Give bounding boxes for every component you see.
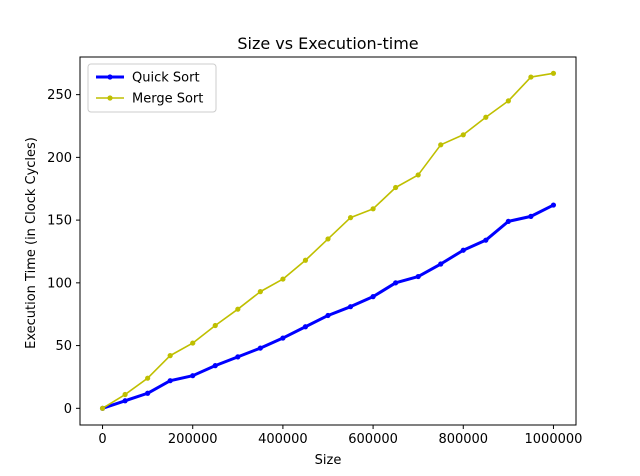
x-tick-label-5: 1000000 [525,432,583,447]
axes-frame [79,56,577,426]
data-point-1-16 [460,132,466,138]
legend-marker-1 [107,95,113,101]
data-point-0-15 [438,261,444,267]
data-point-1-15 [438,142,444,148]
y-axis-label: Execution Time (in Clock Cycles) [24,137,39,349]
axes-layer: 0 200000 400000 600000 800000 1000000 0 50 100 15… [47,56,583,447]
data-point-1-2 [145,375,151,381]
data-point-1-9 [302,257,309,263]
y-tick-label-2: 100 [47,276,72,291]
data-point-0-8 [280,335,286,341]
x-axis-label: Size [315,453,342,468]
data-point-0-14 [415,273,421,280]
data-point-0-18 [505,218,511,224]
data-point-1-3 [167,353,173,359]
data-point-0-3 [167,378,173,384]
data-point-1-0 [99,405,106,411]
data-point-1-8 [280,276,286,282]
chart-title: Size vs Execution-time [237,34,418,53]
data-point-0-10 [325,312,331,319]
data-point-1-10 [325,236,331,242]
data-point-1-20 [550,70,557,76]
y-tick-label-3: 150 [47,214,72,229]
data-point-0-16 [460,247,466,253]
data-point-1-18 [505,98,511,104]
data-point-0-11 [347,304,354,310]
legend-label-1: Merge Sort [132,92,203,107]
data-point-1-13 [393,184,399,191]
legend: Quick Sort Merge Sort [87,63,217,113]
data-point-1-14 [415,172,421,178]
y-tick-label-1: 50 [55,339,72,354]
data-point-0-19 [528,213,534,219]
legend-marker-0 [107,74,113,80]
data-point-0-5 [212,363,218,369]
data-point-1-12 [370,206,376,212]
x-tick-label-1: 200000 [168,432,218,447]
data-point-0-20 [550,202,557,208]
data-point-1-1 [122,391,128,398]
data-point-0-4 [190,373,196,379]
data-point-1-11 [347,215,354,221]
data-point-0-7 [257,345,263,351]
data-point-1-5 [212,322,218,329]
data-point-1-17 [483,114,489,120]
data-point-0-9 [302,324,309,330]
legend-label-0: Quick Sort [132,71,200,86]
data-point-0-2 [145,390,151,396]
data-point-0-6 [235,354,241,360]
data-point-0-1 [122,398,128,404]
y-tick-label-4: 200 [47,151,72,166]
y-tick-label-5: 250 [47,88,72,103]
x-tick-label-0: 0 [98,432,106,447]
data-point-0-13 [393,280,399,286]
data-point-1-6 [235,306,241,312]
series-layer [99,70,557,411]
data-point-1-19 [528,74,534,80]
data-point-0-12 [370,294,376,300]
x-tick-label-3: 600000 [348,432,398,447]
x-tick-label-4: 800000 [438,432,488,447]
data-point-0-17 [483,237,489,243]
data-point-1-4 [190,340,196,346]
x-tick-label-2: 400000 [258,432,308,447]
data-point-1-7 [257,289,263,295]
y-tick-label-0: 0 [64,402,72,417]
